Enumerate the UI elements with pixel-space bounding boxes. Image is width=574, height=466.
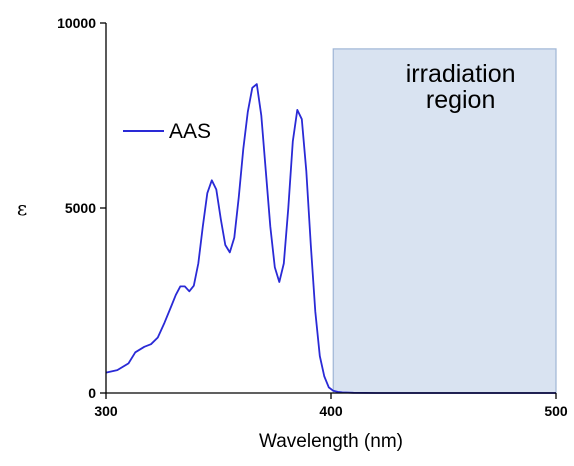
- series-line-aas: [105, 83, 556, 394]
- y-tick-label: 5000: [65, 200, 96, 216]
- region-label-line: region: [426, 86, 496, 114]
- y-tick-label: 0: [88, 385, 96, 401]
- irradiation-region: [332, 48, 557, 394]
- axes: [100, 22, 557, 399]
- x-tick-label: 500: [544, 403, 568, 419]
- y-axis-title: ε: [17, 196, 27, 220]
- region-label-line: irradiation: [406, 60, 516, 88]
- legend-label: AAS: [169, 120, 211, 143]
- series-layer: [105, 83, 556, 394]
- x-axis-title: Wavelength (nm): [259, 431, 403, 452]
- y-tick-label: 10000: [57, 15, 96, 31]
- irradiation-region-box: [332, 48, 557, 394]
- x-tick-label: 400: [319, 403, 343, 419]
- x-tick-label: 300: [94, 403, 118, 419]
- legend: AAS: [123, 120, 211, 143]
